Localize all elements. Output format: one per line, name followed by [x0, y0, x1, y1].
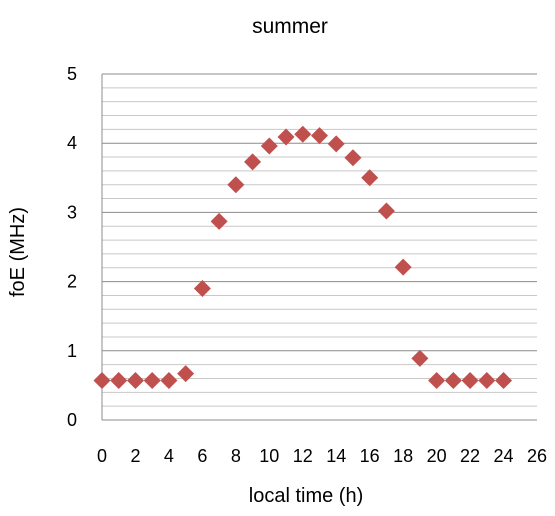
- data-point-marker: [260, 137, 278, 155]
- x-tick-label: 18: [393, 446, 413, 466]
- chart-title: summer: [252, 15, 328, 38]
- data-point-marker: [394, 258, 412, 276]
- x-tick-label: 4: [164, 446, 174, 466]
- data-point-marker: [227, 176, 245, 194]
- data-point-marker: [478, 372, 496, 390]
- x-tick-label: 10: [259, 446, 279, 466]
- data-point-marker: [193, 280, 211, 298]
- x-tick-label: 20: [427, 446, 447, 466]
- data-point-marker: [444, 372, 462, 390]
- x-tick-label: 2: [130, 446, 140, 466]
- x-tick-label: 12: [293, 446, 313, 466]
- x-tick-label: 24: [494, 446, 514, 466]
- data-point-marker: [143, 372, 161, 390]
- x-tick-label: 6: [197, 446, 207, 466]
- x-tick-label: 14: [326, 446, 346, 466]
- data-point-marker: [126, 372, 144, 390]
- x-tick-label: 0: [97, 446, 107, 466]
- y-tick-label: 1: [67, 341, 77, 361]
- y-tick-label: 3: [67, 202, 77, 222]
- data-point-marker: [495, 372, 513, 390]
- data-point-marker: [210, 212, 228, 230]
- data-point-marker: [344, 149, 362, 167]
- data-point-marker: [327, 135, 345, 153]
- data-point-marker: [428, 372, 446, 390]
- data-point-marker: [160, 372, 178, 390]
- plot-grid: [101, 73, 537, 421]
- y-tick-label: 5: [67, 64, 77, 84]
- data-point-marker: [110, 372, 128, 390]
- x-tick-label: 8: [231, 446, 241, 466]
- data-point-marker: [277, 128, 295, 146]
- data-point-marker: [461, 372, 479, 390]
- data-point-marker: [311, 127, 328, 145]
- data-point-marker: [361, 169, 379, 187]
- data-point-marker: [377, 202, 395, 220]
- data-point-marker: [294, 125, 312, 143]
- y-tick-label: 2: [67, 272, 77, 292]
- y-axis-title: foE (MHz): [7, 207, 29, 297]
- data-point-marker: [93, 372, 111, 390]
- data-point-marker: [177, 365, 195, 383]
- x-tick-label: 26: [527, 446, 547, 466]
- y-tick-label: 0: [67, 410, 77, 430]
- data-points: [93, 125, 513, 390]
- x-axis-title: local time (h): [249, 485, 363, 507]
- data-point-marker: [244, 153, 262, 171]
- x-tick-label: 16: [360, 446, 380, 466]
- x-tick-label: 22: [460, 446, 480, 466]
- y-tick-label: 4: [67, 133, 77, 153]
- data-point-marker: [411, 349, 429, 367]
